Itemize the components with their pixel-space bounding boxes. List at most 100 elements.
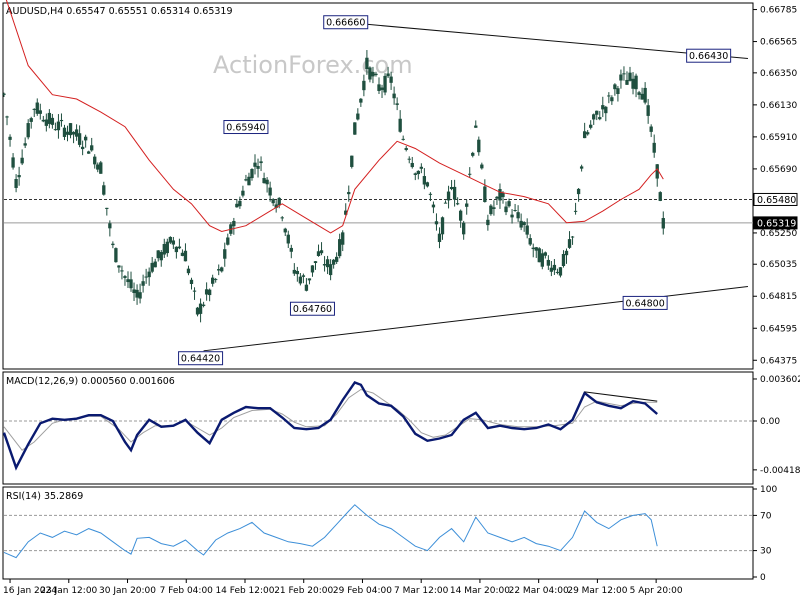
candle-body <box>546 259 551 266</box>
candle-body <box>8 136 12 140</box>
candle-body <box>144 276 148 278</box>
candle-body <box>241 190 245 196</box>
candle-body <box>646 105 650 116</box>
candle-body <box>543 252 547 256</box>
rsi-tick-label: 70 <box>760 511 772 521</box>
candle-body <box>552 264 557 271</box>
candle-body <box>519 220 523 228</box>
candle-body <box>32 108 36 110</box>
candle-body <box>105 207 109 209</box>
candle-body <box>238 200 242 207</box>
candle-body <box>474 125 478 128</box>
price-tag-box <box>753 216 798 230</box>
price-tick-label: 0.64595 <box>760 324 797 334</box>
candle-body <box>579 166 584 169</box>
candle-body <box>295 270 300 275</box>
candle-body <box>123 276 127 278</box>
candle-body <box>353 122 357 135</box>
candle-body <box>17 175 21 178</box>
candle-body <box>540 253 544 267</box>
candle-body <box>528 238 532 245</box>
rsi-tick-label: 30 <box>760 547 772 557</box>
candle-body <box>359 98 363 103</box>
candle-body <box>87 151 91 154</box>
macd-tick-label: 0.003602 <box>760 375 800 385</box>
candle-body <box>11 157 15 168</box>
candle-body <box>71 131 76 135</box>
macd-pane: MACD(12,26,9) 0.000560 0.001606 0.003602… <box>2 371 800 485</box>
candle-body <box>428 193 433 195</box>
time-tick-label: 23 Jan 12:00 <box>40 586 97 596</box>
price-label: 0.65940 <box>226 123 265 134</box>
candle-body <box>62 127 67 137</box>
candle-body <box>331 259 336 265</box>
trendline <box>330 20 748 59</box>
candle-body <box>655 164 659 179</box>
candle-body <box>462 222 466 235</box>
candle-body <box>171 240 176 245</box>
price-label: 0.64420 <box>181 354 220 365</box>
candle-body <box>44 119 49 126</box>
candle-body <box>516 212 520 219</box>
price-label: 0.64760 <box>293 304 332 315</box>
candle-body <box>102 185 106 195</box>
rsi-header: RSI(14) 35.2869 <box>6 491 83 502</box>
candle-body <box>407 158 411 160</box>
candle-body <box>29 118 33 122</box>
rsi-pane: RSI(14) 35.2869 100 70 30 0 <box>2 485 777 583</box>
candle-body <box>419 166 424 169</box>
candle-body <box>310 265 315 273</box>
candle-body <box>77 133 82 145</box>
candle-body <box>640 93 644 100</box>
candle-body <box>247 176 251 186</box>
price-tag: 0.65480 <box>757 195 796 206</box>
candle-body <box>153 261 157 268</box>
price-tick-label: 0.64815 <box>760 292 797 302</box>
macd-tick-label: -0.004188 <box>760 466 800 476</box>
candle-body <box>619 74 623 81</box>
candle-body <box>108 223 112 229</box>
macd-pane-frame <box>2 371 754 485</box>
candle-body <box>307 278 312 281</box>
price-tag: 0.65319 <box>757 218 796 229</box>
candle-body <box>561 253 566 267</box>
candle-body <box>141 281 145 286</box>
price-tick-label: 0.66350 <box>760 69 797 79</box>
candle-body <box>468 173 472 175</box>
rsi-tick-label: 100 <box>760 485 777 495</box>
candle-body <box>99 162 103 174</box>
time-tick-label: 14 Mar 20:00 <box>450 586 510 596</box>
candle-body <box>5 116 9 118</box>
candle-body <box>513 209 517 211</box>
candle-body <box>537 248 541 263</box>
candle-body <box>649 126 653 132</box>
candle-body <box>458 210 463 221</box>
price-label-box <box>223 120 269 135</box>
time-tick-label: 14 Feb 12:00 <box>215 586 274 596</box>
candle-body <box>582 131 587 139</box>
price-tick-label: 0.65250 <box>760 229 797 239</box>
candle-body <box>604 106 608 114</box>
price-label: 0.64800 <box>625 298 664 309</box>
candle-body <box>183 250 188 262</box>
price-tick-label: 0.65690 <box>760 165 797 175</box>
candle-body <box>56 121 61 131</box>
candle-body <box>425 182 430 187</box>
candle-body <box>256 165 260 169</box>
candle-body <box>449 187 454 190</box>
candle-body <box>147 271 151 278</box>
price-label-box <box>289 301 335 316</box>
candle-body <box>398 118 402 132</box>
candle-body <box>347 192 351 195</box>
rsi-line <box>3 504 658 559</box>
candle-body <box>135 289 139 298</box>
candle-body <box>259 161 263 164</box>
candle-body <box>198 303 203 314</box>
rsi-tick-label: 0 <box>760 573 766 583</box>
candle-body <box>383 75 387 93</box>
candle-body <box>271 199 275 204</box>
candle-body <box>507 201 511 207</box>
candle-body <box>325 259 330 268</box>
candle-body <box>334 256 339 262</box>
